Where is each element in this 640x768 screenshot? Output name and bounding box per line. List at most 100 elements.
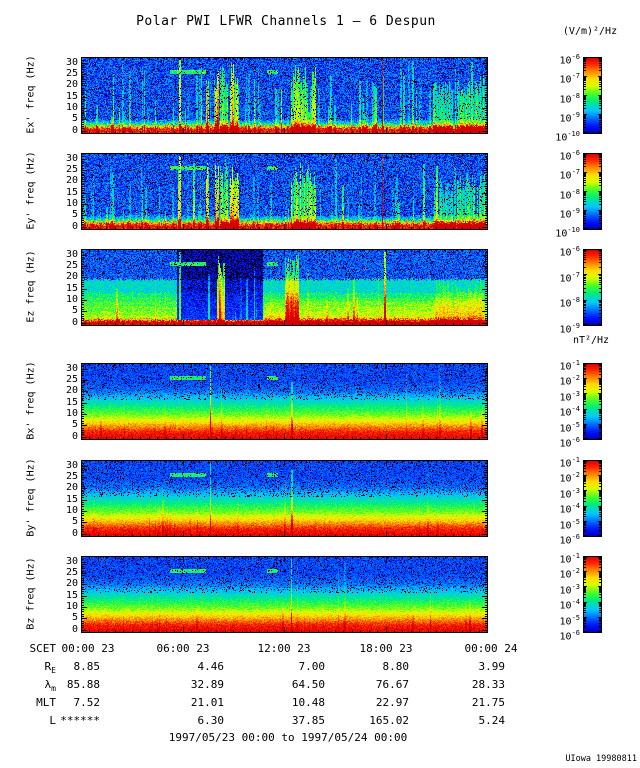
colorbar-tick-label: 10-6 <box>559 533 580 547</box>
y-tick-label: 0 <box>71 431 78 442</box>
y-tick-label: 0 <box>71 528 78 539</box>
y-tick-label: 25 <box>65 471 78 482</box>
colorbar-bx <box>583 363 602 440</box>
eph-value: 22.97 <box>375 696 409 709</box>
eph-value: 18:00 23 <box>359 642 413 655</box>
eph-value: 85.88 <box>66 678 100 691</box>
eph-row-label-mlt: MLT <box>36 696 56 709</box>
eph-value: 4.46 <box>197 660 225 673</box>
eph-value: 5.24 <box>478 714 506 727</box>
y-tick-label: 15 <box>65 590 78 601</box>
colorbar-tick-label: 10-2 <box>559 374 580 388</box>
eph-value: 8.80 <box>382 660 410 673</box>
eph-value: 21.75 <box>471 696 505 709</box>
colorbar-tick-label: 10-6 <box>559 149 580 163</box>
colorbar-tick-label: 10-4 <box>559 598 580 612</box>
colorbar-tick-label: 10-6 <box>559 436 580 450</box>
eph-value: 7.52 <box>73 696 101 709</box>
eph-value: 10.48 <box>291 696 325 709</box>
colorbar-by <box>583 460 602 537</box>
y-tick-label: 25 <box>65 164 78 175</box>
y-tick-label: 30 <box>65 249 78 260</box>
eph-value: ****** <box>60 714 100 727</box>
eph-value: 12:00 23 <box>257 642 311 655</box>
y-axis-label-ey: Ey' freq (Hz) <box>25 150 37 230</box>
y-tick-label: 20 <box>65 385 78 396</box>
y-tick-label: 0 <box>71 624 78 635</box>
y-tick-label: 30 <box>65 460 78 471</box>
y-tick-label: 30 <box>65 363 78 374</box>
y-axis-label-bx: Bx' freq (Hz) <box>25 360 37 440</box>
y-tick-label: 30 <box>65 556 78 567</box>
y-axis-label-bz: Bz freq (Hz) <box>25 556 37 630</box>
y-tick-label: 25 <box>65 68 78 79</box>
spectrogram-panel-ey <box>81 153 488 230</box>
spectrogram-panel-ex <box>81 57 488 134</box>
colorbar-ex <box>583 57 602 134</box>
colorbar-tick-label: 10-5 <box>559 614 580 628</box>
spectrogram-panel-bz <box>81 556 488 633</box>
y-tick-label: 10 <box>65 294 78 305</box>
y-tick-label: 5 <box>71 305 78 316</box>
y-tick-label: 5 <box>71 113 78 124</box>
y-tick-label: 5 <box>71 516 78 527</box>
y-tick-label: 10 <box>65 198 78 209</box>
spectrogram-panel-bx <box>81 363 488 440</box>
y-tick-label: 10 <box>65 505 78 516</box>
y-tick-label: 20 <box>65 79 78 90</box>
colorbar-tick-label: 10-7 <box>559 271 580 285</box>
y-tick-label: 5 <box>71 209 78 220</box>
colorbar-bz <box>583 556 602 633</box>
eph-value: 64.50 <box>291 678 325 691</box>
colorbar-ez <box>583 249 602 326</box>
y-axis-label-ez: Ez freq (Hz) <box>25 249 37 323</box>
page-title: Polar PWI LFWR Channels 1 – 6 Despun <box>136 14 436 29</box>
eph-value: 6.30 <box>197 714 225 727</box>
eph-value: 8.85 <box>73 660 101 673</box>
colorbar-tick-label: 10-2 <box>559 567 580 581</box>
eph-value: 3.99 <box>478 660 506 673</box>
colorbar-tick-label: 10-7 <box>559 72 580 86</box>
eph-value: 06:00 23 <box>156 642 210 655</box>
electric-units-label: (V/m)²/Hz <box>562 26 618 37</box>
y-tick-label: 25 <box>65 567 78 578</box>
eph-row-label-scet: SCET <box>29 642 57 655</box>
y-tick-label: 5 <box>71 419 78 430</box>
y-tick-label: 0 <box>71 125 78 136</box>
y-tick-label: 20 <box>65 578 78 589</box>
colorbar-tick-label: 10-4 <box>559 405 580 419</box>
magnetic-units-label: nT²/Hz <box>572 335 610 346</box>
eph-value: 28.33 <box>471 678 505 691</box>
colorbar-tick-label: 10-1 <box>559 456 580 470</box>
colorbar-tick-label: 10-3 <box>559 487 580 501</box>
colorbar-tick-label: 10-7 <box>559 168 580 182</box>
y-tick-label: 30 <box>65 57 78 68</box>
eph-value: 37.85 <box>291 714 325 727</box>
eph-row-label-r: RE <box>44 660 56 676</box>
y-axis-label-by: By' freq (Hz) <box>25 457 37 537</box>
eph-value: 76.67 <box>375 678 409 691</box>
colorbar-tick-label: 10-8 <box>559 92 580 106</box>
colorbar-tick-label: 10-9 <box>559 322 580 336</box>
eph-value: 32.89 <box>190 678 224 691</box>
y-tick-label: 20 <box>65 482 78 493</box>
colorbar-tick-label: 10-5 <box>559 518 580 532</box>
y-tick-label: 10 <box>65 408 78 419</box>
eph-value: 00:00 24 <box>464 642 518 655</box>
y-axis-label-ex: Ex' freq (Hz) <box>25 54 37 134</box>
y-tick-label: 15 <box>65 397 78 408</box>
y-tick-label: 20 <box>65 175 78 186</box>
eph-row-label-λ: λm <box>44 678 56 694</box>
colorbar-tick-label: 10-2 <box>559 471 580 485</box>
credit-label: UIowa 19980811 <box>565 754 637 764</box>
eph-value: 00:00 23 <box>61 642 115 655</box>
colorbar-tick-label: 10-10 <box>555 130 580 144</box>
eph-value: 21.01 <box>190 696 224 709</box>
eph-value: 7.00 <box>298 660 326 673</box>
y-tick-label: 15 <box>65 494 78 505</box>
colorbar-tick-label: 10-5 <box>559 421 580 435</box>
colorbar-tick-label: 10-6 <box>559 629 580 643</box>
colorbar-tick-label: 10-8 <box>559 188 580 202</box>
spectrogram-panel-by <box>81 460 488 537</box>
